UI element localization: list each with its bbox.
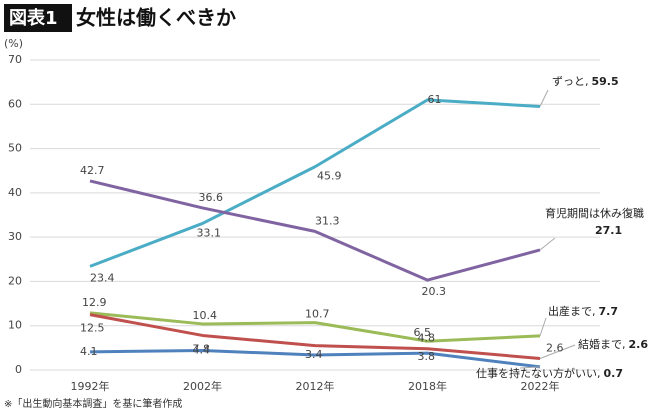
- series-line: [89, 313, 541, 360]
- data-label: 31.3: [315, 214, 340, 227]
- data-label: 42.7: [80, 164, 105, 177]
- legend-label: 育児期間は休み復職: [545, 206, 644, 220]
- data-label: 7.8: [193, 342, 211, 355]
- data-label: 33.1: [197, 226, 222, 239]
- x-tick-label: 2018年: [408, 379, 447, 393]
- end-value-label: 59.5: [592, 75, 619, 88]
- chart-title: 女性は働くべきか: [76, 6, 236, 30]
- end-value-label: 2.6: [629, 338, 649, 351]
- series-line: [89, 349, 541, 369]
- data-label: 3.8: [418, 350, 436, 363]
- y-tick-label: 70: [8, 53, 22, 66]
- legend-label: ずっと,: [552, 75, 589, 88]
- series-line: [89, 98, 541, 268]
- data-label: 10.7: [305, 308, 330, 321]
- y-axis-label: (%): [4, 37, 23, 50]
- data-label: 4.1: [80, 345, 98, 358]
- y-tick-label: 30: [8, 230, 22, 243]
- data-label: 10.4: [193, 309, 218, 322]
- x-tick-label: 2002年: [183, 379, 222, 393]
- leader-line: [539, 344, 576, 359]
- data-label: 4.4: [193, 344, 211, 357]
- title-badge: 図表1: [9, 7, 58, 29]
- leader-line: [539, 237, 556, 251]
- legend-label: 出産まで,: [548, 304, 596, 318]
- y-tick-label: 0: [15, 363, 22, 376]
- y-tick-label: 10: [8, 319, 22, 332]
- y-tick-label: 40: [8, 186, 22, 199]
- x-tick-label: 2012年: [296, 379, 335, 393]
- note: ※「出生動向基本調査」を基に筆者作成: [4, 397, 182, 410]
- data-label: 23.4: [90, 271, 115, 284]
- title-badge-bg: [4, 4, 72, 32]
- data-label: 36.6: [199, 191, 224, 204]
- data-label: 12.5: [80, 322, 105, 335]
- data-label: 12.9: [82, 296, 107, 309]
- data-label: 45.9: [317, 170, 342, 183]
- leader-line: [539, 89, 549, 107]
- end-value-label: 27.1: [595, 224, 622, 237]
- x-tick-label: 2022年: [521, 379, 560, 393]
- legend-label: 結婚まで,: [578, 337, 626, 351]
- data-label: 20.3: [422, 285, 447, 298]
- end-value-label: 7.7: [599, 305, 619, 318]
- data-label: 6.5: [414, 326, 432, 339]
- series-line: [89, 179, 541, 282]
- y-tick-label: 60: [8, 97, 22, 110]
- leader-line: [519, 366, 541, 369]
- data-label: 61: [428, 93, 442, 106]
- series-line: [89, 311, 541, 343]
- data-label: 4.8: [418, 332, 436, 345]
- data-label: 2.6: [546, 341, 564, 354]
- leader-line: [539, 317, 547, 337]
- y-tick-label: 50: [8, 142, 22, 155]
- x-tick-label: 1992年: [71, 379, 110, 393]
- legend-label: 仕事を持たない方がいい,: [476, 366, 601, 380]
- y-tick-label: 20: [8, 274, 22, 287]
- data-label: 3.4: [305, 348, 323, 361]
- end-value-label: 0.7: [604, 367, 624, 380]
